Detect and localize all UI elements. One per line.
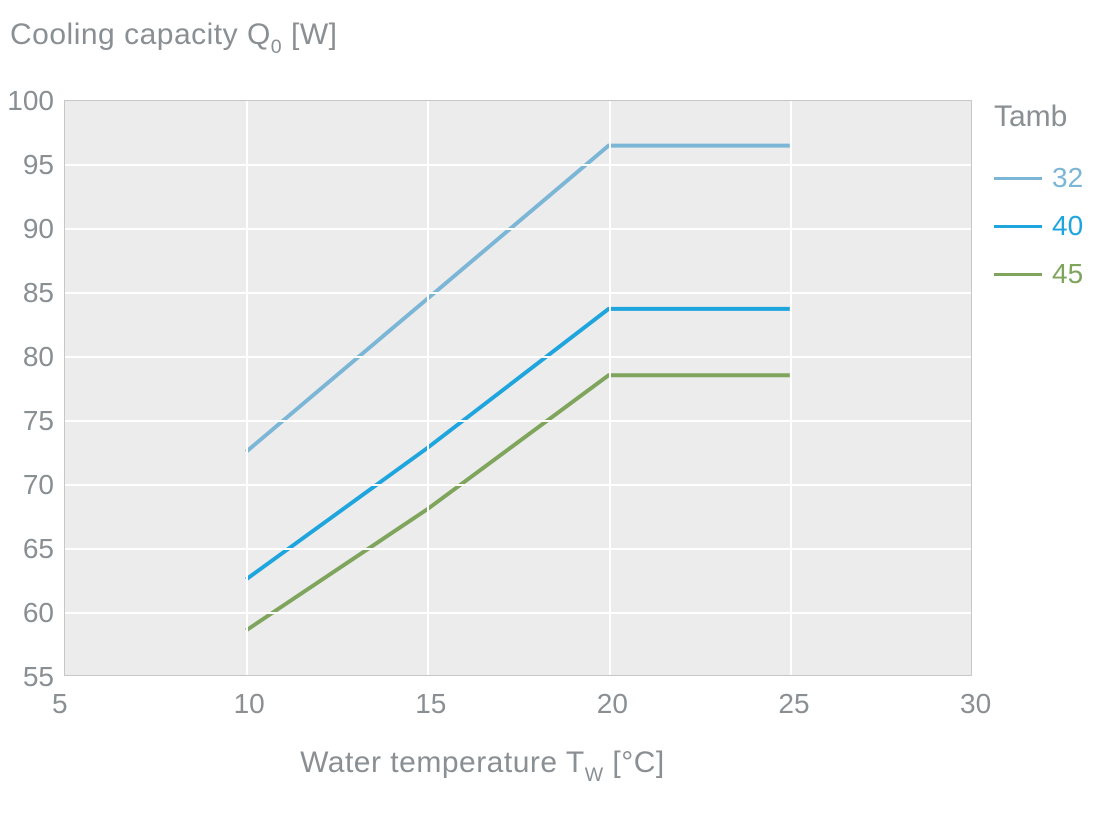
legend-swatch [994, 225, 1042, 228]
legend-row: 32 [994, 162, 1083, 194]
x-axis-label-unit: [°C] [604, 746, 665, 779]
gridline-horizontal [65, 548, 971, 550]
chart-title: Cooling capacity Q0 [W] [10, 18, 337, 57]
series-line [246, 375, 790, 630]
y-tick-label: 90 [23, 213, 54, 245]
gridline-horizontal [65, 420, 971, 422]
y-tick-label: 55 [23, 661, 54, 693]
legend-label: 45 [1052, 258, 1083, 290]
cooling-capacity-chart: Cooling capacity Q0 [W] Water temperatur… [0, 0, 1094, 819]
gridline-horizontal [65, 292, 971, 294]
chart-title-unit: [W] [282, 18, 337, 51]
gridline-horizontal [65, 228, 971, 230]
series-lines [65, 101, 971, 675]
legend-row: 45 [994, 258, 1083, 290]
legend-label: 40 [1052, 210, 1083, 242]
plot-area [64, 100, 972, 676]
x-tick-label: 30 [960, 688, 991, 720]
y-tick-label: 100 [7, 85, 54, 117]
gridline-horizontal [65, 356, 971, 358]
gridline-vertical [427, 101, 429, 675]
x-tick-label: 25 [778, 688, 809, 720]
legend-title-subscript: amb [1009, 100, 1067, 133]
y-tick-label: 75 [23, 405, 54, 437]
legend-swatch [994, 177, 1042, 180]
legend-swatch [994, 273, 1042, 276]
y-tick-label: 70 [23, 469, 54, 501]
gridline-horizontal [65, 164, 971, 166]
x-tick-label: 15 [415, 688, 446, 720]
y-tick-label: 85 [23, 277, 54, 309]
gridline-horizontal [65, 612, 971, 614]
legend-title: Tamb [994, 100, 1083, 134]
legend-rows: 32 40 45 [994, 162, 1083, 290]
gridline-vertical [790, 101, 792, 675]
y-tick-label: 95 [23, 149, 54, 181]
legend-title-main: T [994, 100, 1009, 133]
legend-row: 40 [994, 210, 1083, 242]
gridline-vertical [246, 101, 248, 675]
x-axis-label: Water temperature TW [°C] [300, 746, 665, 785]
gridline-horizontal [65, 484, 971, 486]
y-tick-label: 60 [23, 597, 54, 629]
legend-label: 32 [1052, 162, 1083, 194]
x-tick-label: 20 [597, 688, 628, 720]
x-tick-label: 10 [234, 688, 265, 720]
legend: Tamb 32 40 45 [994, 100, 1083, 290]
x-axis-label-subscript: W [585, 764, 604, 786]
gridline-vertical [609, 101, 611, 675]
series-line [246, 146, 790, 452]
x-axis-label-main: Water temperature T [300, 746, 585, 779]
y-tick-label: 65 [23, 533, 54, 565]
x-tick-label: 5 [52, 688, 68, 720]
y-tick-label: 80 [23, 341, 54, 373]
chart-title-subscript: 0 [271, 36, 282, 58]
chart-title-main: Cooling capacity Q [10, 18, 271, 51]
